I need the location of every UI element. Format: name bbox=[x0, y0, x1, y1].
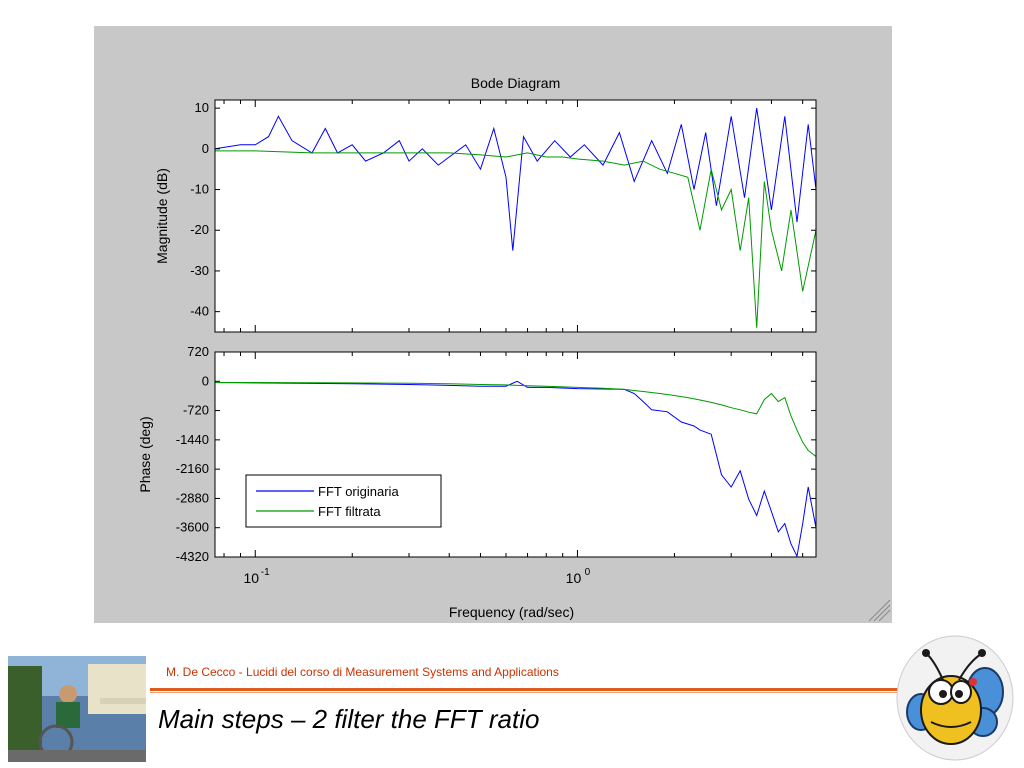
wheelchair-photo bbox=[8, 656, 146, 762]
slide-title: Main steps – 2 filter the FFT ratio bbox=[158, 704, 540, 734]
legend-label-originaria: FFT originaria bbox=[318, 484, 399, 499]
phase-axes-frame bbox=[214, 351, 817, 558]
magnitude-ytick-label: -20 bbox=[190, 222, 209, 237]
magnitude-series-filtrata bbox=[215, 150, 816, 328]
magnitude-ytick-label: -10 bbox=[190, 182, 209, 197]
magnitude-ylabel: Magnitude (dB) bbox=[154, 168, 170, 264]
phase-ylabel: Phase (deg) bbox=[137, 416, 153, 492]
footer-rule-thin bbox=[150, 692, 900, 693]
magnitude-axes-bg bbox=[215, 100, 816, 332]
phase-ytick-label: 0 bbox=[202, 373, 209, 388]
magnitude-series-originaria bbox=[215, 108, 816, 251]
phase-ytick-label: 720 bbox=[187, 344, 209, 359]
resize-grip-icon bbox=[873, 604, 891, 622]
butterfly-mascot-logo bbox=[893, 632, 1017, 762]
xtick-label-exponent: 0 bbox=[585, 567, 591, 578]
magnitude-ytick-label: 10 bbox=[195, 100, 209, 115]
xtick-label: 10 bbox=[566, 570, 582, 586]
magnitude-ytick-label: -40 bbox=[190, 304, 209, 319]
magnitude-axes-frame bbox=[214, 99, 817, 333]
phase-ytick-label: -2160 bbox=[176, 461, 209, 476]
magnitude-ytick-label: 0 bbox=[202, 141, 209, 156]
xtick-label-exponent: -1 bbox=[261, 567, 270, 578]
phase-ytick-label: -4320 bbox=[176, 549, 209, 564]
magnitude-ytick-label: -30 bbox=[190, 263, 209, 278]
course-credit: M. De Cecco - Lucidi del corso di Measur… bbox=[166, 665, 559, 679]
resize-grip-icon bbox=[868, 599, 891, 622]
xlabel: Frequency (rad/sec) bbox=[449, 604, 574, 620]
legend-label-filtrata: FFT filtrata bbox=[318, 504, 381, 519]
legend-box bbox=[245, 474, 442, 528]
footer-rule bbox=[150, 688, 900, 691]
bode-figure: 10 0 -10 -20 -30 -40 Magnitude (dB) 720 0 -720 -14… bbox=[94, 26, 892, 623]
phase-series-filtrata bbox=[215, 382, 816, 457]
phase-ytick-label: -1440 bbox=[176, 432, 209, 447]
xtick-label: 10 bbox=[243, 570, 259, 586]
phase-ytick-label: -3600 bbox=[176, 520, 209, 535]
resize-grip-icon bbox=[878, 609, 891, 622]
phase-series-originaria bbox=[215, 380, 816, 557]
chart-title: Bode Diagram bbox=[471, 75, 561, 91]
phase-ytick-label: -2880 bbox=[176, 490, 209, 505]
phase-ytick-label: -720 bbox=[183, 403, 209, 418]
